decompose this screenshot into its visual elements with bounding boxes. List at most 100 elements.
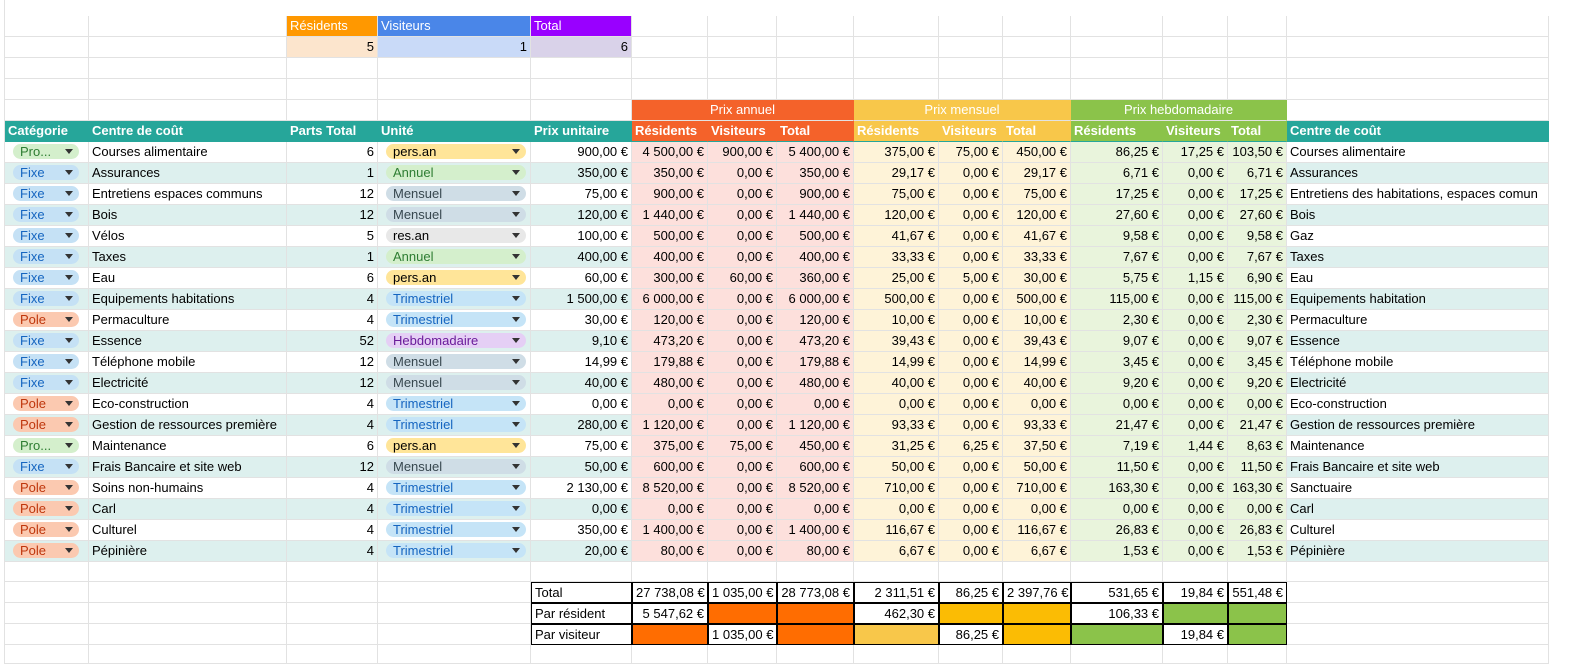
value-cell[interactable]: 9,58 € — [1071, 226, 1163, 247]
group-header-2[interactable]: Prix hebdomadaire — [1071, 100, 1287, 121]
value-cell[interactable]: 26,83 € — [1071, 520, 1163, 541]
column-header-7[interactable]: Total — [777, 121, 854, 142]
dropdown-arrow-icon[interactable] — [65, 380, 73, 385]
empty-cell[interactable] — [854, 645, 939, 664]
value-cell[interactable]: 0,00 € — [939, 205, 1003, 226]
cost-center-cell[interactable]: Frais Bancaire et site web — [1287, 457, 1549, 478]
column-header-4[interactable]: Prix unitaire — [531, 121, 632, 142]
value-cell[interactable]: 0,00 € — [531, 499, 632, 520]
category-dropdown-cell[interactable]: Fixe — [5, 352, 89, 373]
empty-cell[interactable] — [1003, 79, 1071, 100]
empty-cell[interactable] — [89, 582, 287, 603]
value-cell[interactable]: 115,00 € — [1071, 289, 1163, 310]
cost-center-cell[interactable]: Essence — [1287, 331, 1549, 352]
unit-dropdown-cell[interactable]: Mensuel — [378, 352, 531, 373]
value-cell[interactable]: 163,30 € — [1071, 478, 1163, 499]
value-cell[interactable]: 4 — [287, 394, 378, 415]
empty-cell[interactable] — [378, 645, 531, 664]
value-cell[interactable]: 400,00 € — [777, 247, 854, 268]
value-cell[interactable]: 8 520,00 € — [632, 478, 708, 499]
empty-cell[interactable] — [287, 562, 378, 582]
value-cell[interactable]: 0,00 € — [1163, 499, 1228, 520]
value-cell[interactable]: 0,00 € — [1163, 310, 1228, 331]
empty-cell[interactable] — [708, 645, 777, 664]
empty-cell[interactable] — [854, 562, 939, 582]
value-cell[interactable]: 710,00 € — [1003, 478, 1071, 499]
category-dropdown-cell[interactable]: Pro... — [5, 436, 89, 457]
value-cell[interactable]: 0,00 € — [854, 499, 939, 520]
value-cell[interactable]: 0,00 € — [1163, 478, 1228, 499]
value-cell[interactable]: 50,00 € — [1003, 457, 1071, 478]
value-cell[interactable]: 1 — [287, 163, 378, 184]
value-cell[interactable]: 900,00 € — [531, 142, 632, 163]
value-cell[interactable]: 116,67 € — [854, 520, 939, 541]
value-cell[interactable]: 0,00 € — [1163, 394, 1228, 415]
value-cell[interactable]: 3,45 € — [1228, 352, 1287, 373]
cost-center-cell[interactable]: Permaculture — [1287, 310, 1549, 331]
value-cell[interactable]: 6 — [287, 268, 378, 289]
totals-value[interactable]: 2 397,76 € — [1003, 582, 1071, 603]
cost-center-cell[interactable]: Gestion de ressources première — [1287, 415, 1549, 436]
empty-cell[interactable] — [1228, 562, 1287, 582]
category-dropdown-cell[interactable]: Fixe — [5, 331, 89, 352]
cost-center-cell[interactable]: Téléphone mobile — [1287, 352, 1549, 373]
value-cell[interactable]: 0,00 € — [1163, 457, 1228, 478]
empty-cell[interactable] — [1287, 37, 1549, 58]
value-cell[interactable]: 0,00 € — [777, 499, 854, 520]
value-cell[interactable]: 4 — [287, 499, 378, 520]
value-cell[interactable]: 8 520,00 € — [777, 478, 854, 499]
value-cell[interactable]: 50,00 € — [854, 457, 939, 478]
value-cell[interactable]: 7,67 € — [1071, 247, 1163, 268]
value-cell[interactable]: 473,20 € — [632, 331, 708, 352]
empty-cell[interactable] — [1228, 645, 1287, 664]
value-cell[interactable]: 350,00 € — [531, 163, 632, 184]
empty-cell[interactable] — [378, 100, 531, 121]
empty-cell[interactable] — [939, 58, 1003, 79]
category-dropdown-cell[interactable]: Fixe — [5, 247, 89, 268]
totals-value[interactable]: 2 311,51 € — [854, 582, 939, 603]
value-cell[interactable]: 280,00 € — [531, 415, 632, 436]
unit-chip[interactable]: Trimestriel — [386, 312, 526, 327]
unit-chip[interactable]: Trimestriel — [386, 396, 526, 411]
value-cell[interactable]: 6,67 € — [854, 541, 939, 562]
value-cell[interactable]: 0,00 € — [1163, 331, 1228, 352]
unit-chip[interactable]: pers.an — [386, 144, 526, 159]
value-cell[interactable]: 9,20 € — [1071, 373, 1163, 394]
dropdown-arrow-icon[interactable] — [65, 548, 73, 553]
totals-value[interactable] — [1071, 624, 1163, 645]
category-chip[interactable]: Pole — [13, 543, 79, 558]
unit-dropdown-cell[interactable]: pers.an — [378, 436, 531, 457]
unit-dropdown-cell[interactable]: Trimestriel — [378, 499, 531, 520]
value-cell[interactable]: 4 — [287, 478, 378, 499]
value-cell[interactable]: 0,00 € — [939, 415, 1003, 436]
summary-header-1[interactable]: Visiteurs — [378, 16, 531, 37]
totals-value[interactable]: 551,48 € — [1228, 582, 1287, 603]
unit-chip[interactable]: res.an — [386, 228, 526, 243]
value-cell[interactable]: 0,00 € — [939, 457, 1003, 478]
totals-value[interactable]: 106,33 € — [1071, 603, 1163, 624]
empty-cell[interactable] — [1071, 37, 1163, 58]
cost-center-cell[interactable]: Téléphone mobile — [89, 352, 287, 373]
unit-chip[interactable]: Trimestriel — [386, 417, 526, 432]
value-cell[interactable]: 0,00 € — [1163, 163, 1228, 184]
value-cell[interactable]: 115,00 € — [1228, 289, 1287, 310]
value-cell[interactable]: 120,00 € — [632, 310, 708, 331]
value-cell[interactable]: 300,00 € — [632, 268, 708, 289]
category-chip[interactable]: Pole — [13, 312, 79, 327]
value-cell[interactable]: 6 — [287, 436, 378, 457]
cost-center-cell[interactable]: Frais Bancaire et site web — [89, 457, 287, 478]
empty-cell[interactable] — [632, 37, 708, 58]
empty-cell[interactable] — [1163, 58, 1228, 79]
empty-cell[interactable] — [378, 624, 531, 645]
category-chip[interactable]: Fixe — [13, 270, 79, 285]
value-cell[interactable]: 0,00 € — [708, 373, 777, 394]
dropdown-arrow-icon[interactable] — [512, 485, 520, 490]
dropdown-arrow-icon[interactable] — [65, 506, 73, 511]
unit-chip[interactable]: Annuel — [386, 249, 526, 264]
value-cell[interactable]: 4 — [287, 310, 378, 331]
value-cell[interactable]: 0,00 € — [708, 226, 777, 247]
empty-cell[interactable] — [632, 58, 708, 79]
dropdown-arrow-icon[interactable] — [65, 275, 73, 280]
empty-cell[interactable] — [5, 79, 89, 100]
